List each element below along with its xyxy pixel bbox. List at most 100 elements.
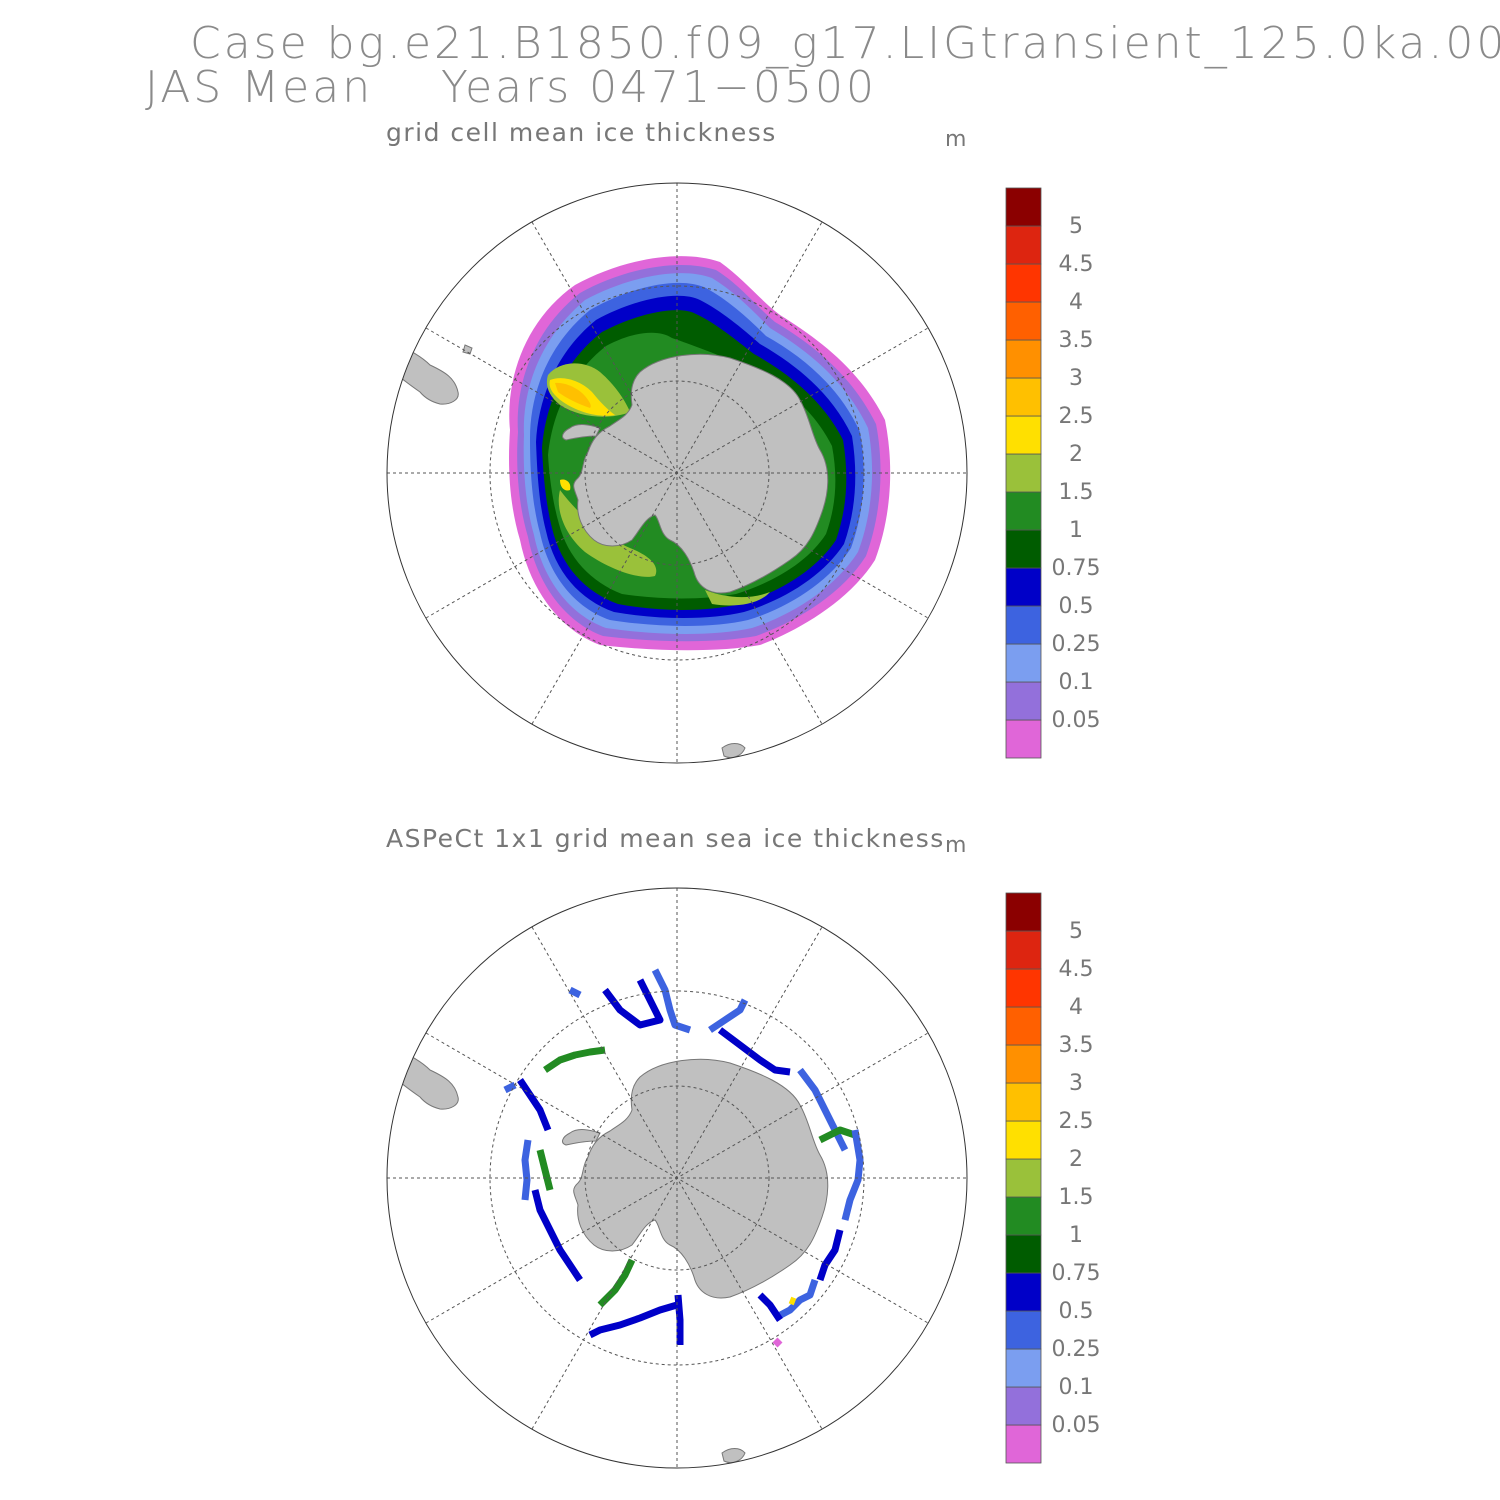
- colorbar2-segment: [1005, 930, 1042, 970]
- colorbar1-label: 1: [1069, 518, 1083, 543]
- colorbar2-label: 5: [1069, 919, 1083, 944]
- ship-track: [772, 1337, 783, 1348]
- panel2-title: ASPeCt 1x1 grid mean sea ice thickness: [386, 824, 945, 853]
- ship-tracks: [503, 968, 864, 1348]
- colorbar1-label: 1.5: [1059, 480, 1094, 505]
- colorbar1-label: 3.5: [1059, 328, 1094, 353]
- colorbar2-label: 0.05: [1052, 1413, 1101, 1438]
- case-title: Case bg.e21.B1850.f09_g17.LIGtransient_1…: [190, 18, 1500, 69]
- ship-track: [841, 1129, 864, 1221]
- colorbar1-label: 5: [1069, 214, 1083, 239]
- colorbar2-segment: [1005, 1196, 1042, 1236]
- colorbar2-label: 1.5: [1059, 1185, 1094, 1210]
- colorbar1-segment: [1005, 225, 1042, 265]
- ship-track: [602, 978, 664, 1029]
- colorbar1-segment: [1005, 187, 1042, 227]
- panel1-title: grid cell mean ice thickness: [386, 118, 777, 147]
- ship-track: [597, 1258, 636, 1308]
- ship-track: [517, 1078, 552, 1132]
- colorbar1-label: 4: [1069, 290, 1083, 315]
- colorbar1-label: 0.05: [1052, 708, 1101, 733]
- ship-track: [708, 998, 749, 1033]
- colorbar1-segment: [1005, 681, 1042, 721]
- colorbar1-segment: [1005, 605, 1042, 645]
- colorbar2-label: 2.5: [1059, 1109, 1094, 1134]
- colorbar1-segment: [1005, 301, 1042, 341]
- ship-track: [674, 1294, 684, 1345]
- colorbar1-label: 2: [1069, 442, 1083, 467]
- ship-track: [818, 1126, 857, 1144]
- antarctica-landmass-2: [573, 1058, 829, 1299]
- new-zealand-island-2: [721, 1448, 746, 1464]
- colorbar2-segment: [1005, 1006, 1042, 1046]
- colorbar1-label: 4.5: [1059, 252, 1094, 277]
- colorbar1-segment: [1005, 263, 1042, 303]
- map-boundary-1: [386, 182, 968, 764]
- colorbar1-segment: [1005, 491, 1042, 531]
- panel2-units: m: [945, 833, 967, 858]
- colorbar2-label: 0.25: [1052, 1337, 1101, 1362]
- ship-track: [531, 1189, 583, 1282]
- colorbar2-label: 0.5: [1059, 1299, 1094, 1324]
- ship-track: [717, 1027, 791, 1076]
- colorbar2-segment: [1005, 1272, 1042, 1312]
- colorbar1-segment: [1005, 643, 1042, 683]
- colorbar1-label: 0.5: [1059, 594, 1094, 619]
- graticule-1: [387, 183, 967, 763]
- ship-track: [651, 968, 692, 1034]
- south-america-tip: [389, 339, 459, 405]
- ship-track: [503, 1081, 517, 1094]
- colorbar2-label: 4: [1069, 995, 1083, 1020]
- antarctic-peninsula-2: [562, 1129, 601, 1146]
- south-america-tip-2: [389, 1044, 459, 1110]
- colorbar2-segment: [1005, 1310, 1042, 1350]
- colorbar2-label: 4.5: [1059, 957, 1094, 982]
- ship-track: [521, 1139, 532, 1201]
- ice-band-3: [555, 382, 591, 408]
- model-ice-map: [386, 182, 968, 764]
- ship-track: [816, 1229, 844, 1282]
- antarctic-peninsula: [562, 424, 601, 441]
- colorbar2-segment: [1005, 1044, 1042, 1084]
- colorbar1-segment: [1005, 453, 1042, 493]
- colorbar1-label: 3: [1069, 366, 1083, 391]
- ship-track: [543, 1046, 606, 1073]
- colorbar2-label: 3.5: [1059, 1033, 1094, 1058]
- observed-ice-map: [386, 887, 968, 1469]
- colorbar2-segment: [1005, 1158, 1042, 1198]
- colorbar1-segment: [1005, 339, 1042, 379]
- ship-track: [588, 1301, 678, 1339]
- colorbar1-segment: [1005, 567, 1042, 607]
- colorbar2-label: 3: [1069, 1071, 1083, 1096]
- ship-track: [536, 1149, 554, 1191]
- colorbar2-segment: [1005, 1234, 1042, 1274]
- ice-band-2-b: [558, 490, 657, 577]
- colorbar1-label: 0.25: [1052, 632, 1101, 657]
- colorbar1-label: 0.1: [1059, 670, 1094, 695]
- colorbar2-segment: [1005, 1082, 1042, 1122]
- antarctica-landmass: [573, 353, 829, 594]
- colorbar1-label: 2.5: [1059, 404, 1094, 429]
- panel1-units: m: [945, 127, 967, 152]
- colorbar2-segment: [1005, 1120, 1042, 1160]
- graticule-2: [387, 888, 967, 1468]
- colorbar1-segment: [1005, 529, 1042, 569]
- falkland-islands: [462, 344, 473, 355]
- ship-track: [773, 1278, 819, 1322]
- ship-track: [757, 1292, 783, 1322]
- ship-track: [788, 1296, 797, 1306]
- colorbar2-label: 2: [1069, 1147, 1083, 1172]
- colorbar-1: 0.05 0.1 0.25 0.5 0.75 1 1.5 2 2.5 3 3.5 4 4.5 5: [1005, 187, 1101, 759]
- colorbar-2: 0.05 0.1 0.25 0.5 0.75 1 1.5 2 2.5 3 3.5 4 4.5 5: [1005, 892, 1101, 1464]
- colorbar2-segment: [1005, 968, 1042, 1008]
- colorbar2-segment: [1005, 1424, 1042, 1464]
- colorbar2-label: 0.1: [1059, 1375, 1094, 1400]
- ice-band-2.5-b: [560, 479, 571, 491]
- colorbar2-label: 1: [1069, 1223, 1083, 1248]
- colorbar2-segment: [1005, 1348, 1042, 1388]
- map-boundary-2: [386, 887, 968, 1469]
- new-zealand-island: [721, 743, 746, 759]
- ice-band-2-c: [705, 590, 770, 606]
- ship-track: [568, 986, 582, 999]
